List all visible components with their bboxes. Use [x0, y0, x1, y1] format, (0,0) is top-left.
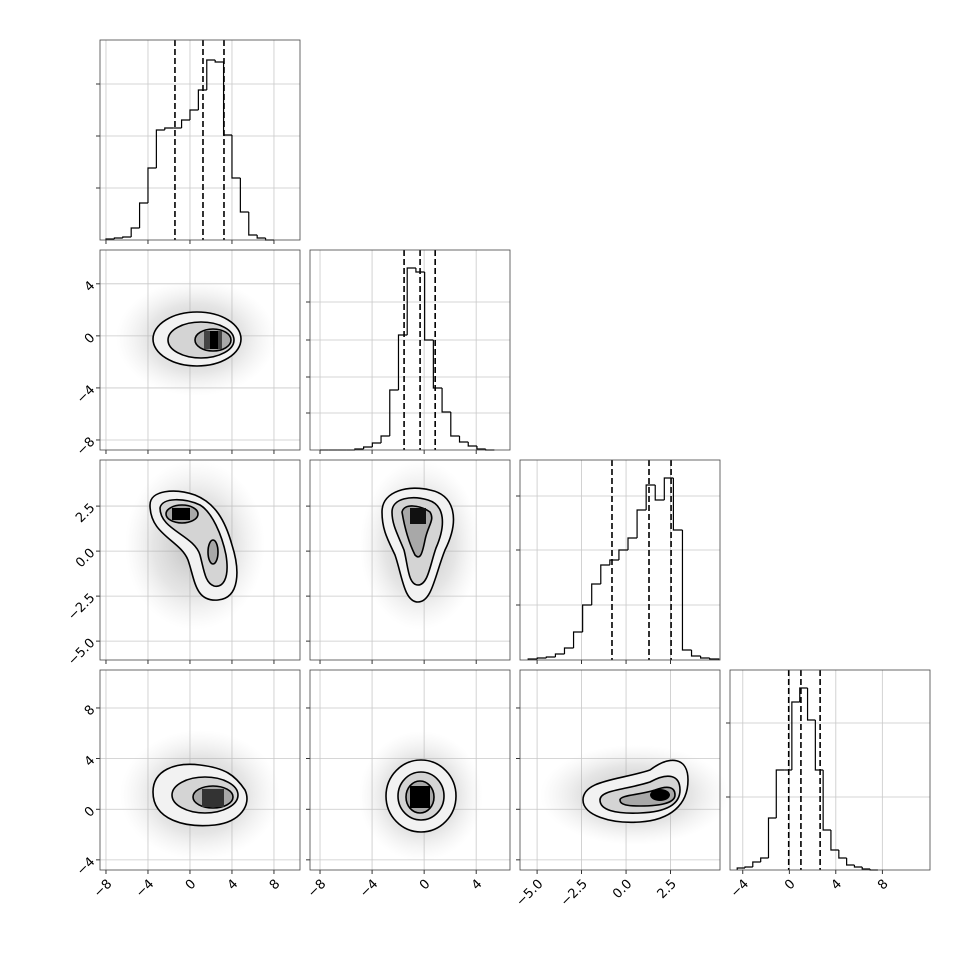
panel-frame: [99, 669, 301, 871]
histogram-bin: [636, 509, 647, 538]
histogram-bin: [709, 658, 720, 660]
histogram-bin: [806, 688, 816, 721]
histogram-bin: [846, 858, 855, 866]
histogram-bin: [180, 119, 190, 128]
contour: [207, 539, 219, 565]
panel-frame: [99, 249, 301, 451]
histogram-bin: [450, 412, 460, 437]
histogram-bin: [214, 60, 224, 63]
histogram-bin: [582, 604, 592, 632]
histogram-bin: [239, 178, 249, 213]
density-contours: [116, 280, 730, 861]
histogram-bin: [441, 388, 451, 413]
histogram-bin: [467, 442, 477, 447]
histogram-bin: [760, 857, 769, 862]
density-core: [202, 789, 224, 807]
panel-frame: [519, 459, 721, 661]
histogram-bin: [853, 865, 863, 868]
density-core: [210, 331, 218, 349]
histogram-bin: [380, 435, 390, 443]
histogram-bin: [645, 484, 656, 510]
histogram-bin: [424, 272, 434, 341]
histogram-bin: [371, 442, 382, 447]
histogram-bin: [138, 202, 148, 228]
histogram-bin: [432, 340, 443, 389]
histogram-bin: [791, 701, 800, 770]
histogram-bin: [113, 237, 123, 239]
histogram-bin: [775, 769, 785, 818]
histogram-bin: [744, 866, 753, 868]
histogram-bin: [248, 212, 258, 236]
histogram-bin: [164, 127, 174, 130]
histogram-bin: [545, 656, 556, 658]
histogram-bin: [618, 549, 629, 560]
panel-frame: [309, 669, 511, 871]
histogram-bin: [536, 657, 547, 659]
histogram-bin: [838, 850, 847, 859]
histogram-bin: [197, 89, 207, 110]
histogram-bin: [122, 236, 132, 238]
histogram-bin: [458, 436, 469, 443]
histogram-bin: [591, 583, 601, 605]
histogram-bin: [572, 631, 583, 648]
panel-frame: [99, 459, 301, 661]
histogram-bin: [406, 267, 416, 335]
histogram-bin: [130, 227, 140, 237]
histogram-bin: [681, 530, 692, 651]
histogram-bin: [256, 235, 266, 239]
histogram-bin: [415, 268, 425, 273]
histogram-bin: [609, 559, 619, 565]
histogram-bin: [767, 817, 777, 858]
histogram-bin: [700, 656, 710, 659]
histogram-bin: [799, 687, 808, 702]
panel-frame: [519, 669, 721, 871]
histogram-bin: [830, 830, 839, 851]
panel-frame: [309, 459, 511, 661]
panel-frame: [729, 669, 931, 871]
histogram-bin: [155, 129, 165, 168]
histogram-bin: [822, 770, 831, 831]
histogram-bin: [189, 109, 199, 120]
histogram-bin: [861, 867, 871, 870]
density-core: [410, 786, 430, 808]
density-core: [410, 508, 426, 524]
histogram-bin: [554, 653, 565, 657]
histogram-bin: [476, 446, 486, 450]
histogram-bin: [627, 537, 638, 550]
density-core: [650, 789, 670, 801]
density-core: [172, 508, 190, 520]
histogram-bin: [231, 135, 241, 179]
histogram-bin: [672, 478, 683, 531]
histogram-bin: [736, 867, 745, 870]
histogram-bin: [363, 446, 373, 449]
histogram-bin: [389, 389, 399, 436]
histogram-bin: [654, 485, 665, 501]
histogram-bin: [563, 647, 574, 654]
histogram-bin: [752, 861, 761, 867]
panel-frame: [309, 249, 511, 451]
histogram-bin: [600, 564, 610, 584]
histogram-bin: [147, 167, 157, 203]
panel-frame: [99, 39, 301, 241]
histogram-bin: [690, 650, 701, 657]
histogram-bin: [206, 59, 216, 90]
